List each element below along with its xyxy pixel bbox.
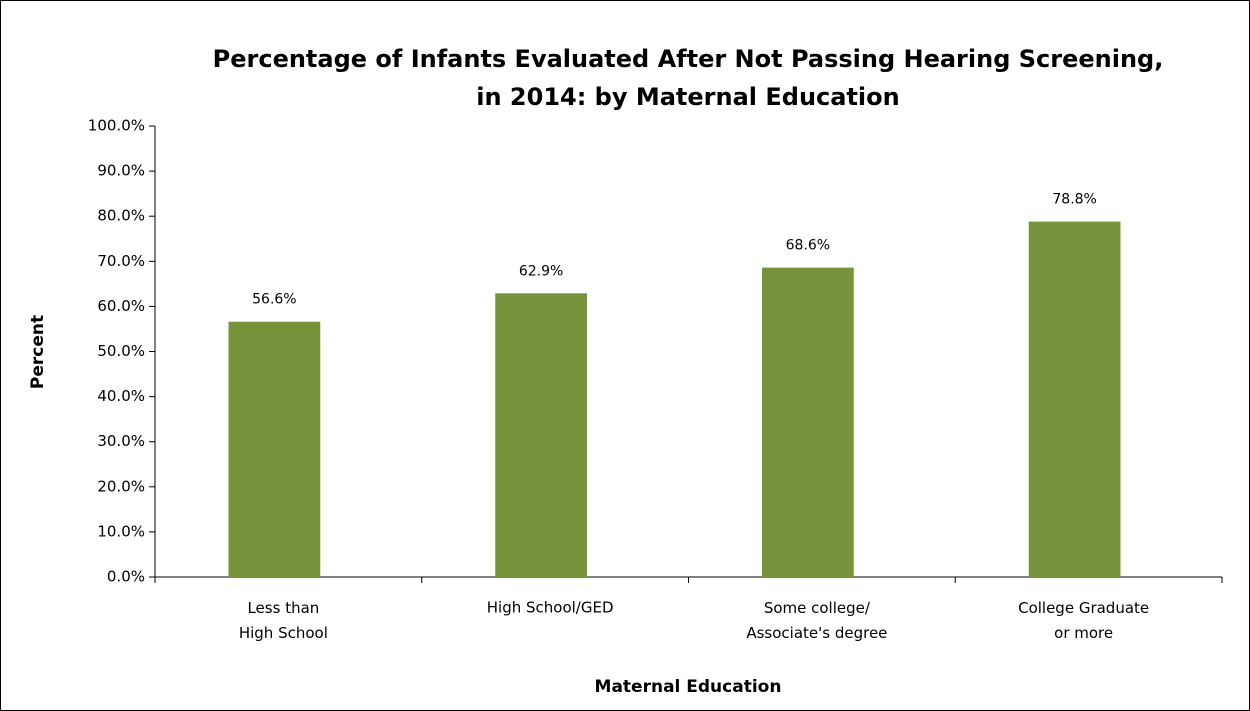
y-tick-label: 70.0% [97,252,145,270]
bar [761,267,854,577]
y-tick-label: 100.0% [88,117,145,135]
y-tick-label: 0.0% [107,568,145,586]
data-label: 68.6% [786,238,830,254]
y-tick-label: 90.0% [97,162,145,180]
y-tick-label: 10.0% [97,522,145,540]
x-tick-label: Some college/Associate's degree [746,599,887,642]
y-tick-label: 40.0% [97,387,145,405]
data-label: 78.8% [1052,192,1096,208]
y-tick-label: 50.0% [97,342,145,360]
x-axis-title: Maternal Education [595,677,782,697]
y-tick-label: 80.0% [97,207,145,225]
y-tick-label: 30.0% [97,432,145,450]
data-label: 62.9% [519,263,563,279]
y-axis-title: Percent [28,315,48,389]
chart-title: Percentage of Infants Evaluated After No… [213,45,1164,73]
chart-title: in 2014: by Maternal Education [476,83,899,111]
data-label: 56.6% [252,292,296,308]
x-tick-label: Less than High School [239,599,328,642]
bar [1028,221,1121,577]
y-tick-label: 60.0% [97,297,145,315]
x-tick-label: College Graduate or more [1018,599,1149,642]
bar [228,321,321,577]
x-tick-label: High School/GED [487,599,614,617]
y-tick-label: 20.0% [97,477,145,495]
bar [495,293,588,577]
